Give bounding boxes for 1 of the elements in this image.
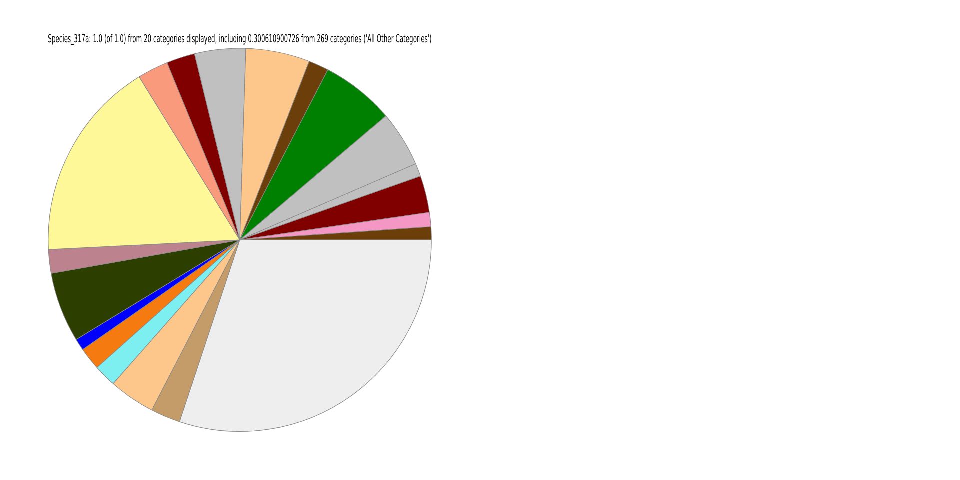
chart-title: Species_317a: 1.0 (of 1.0) from 20 categories displayed, including 0.300610900726 from 269 categories ('All Other Categories') bbox=[48, 34, 432, 46]
